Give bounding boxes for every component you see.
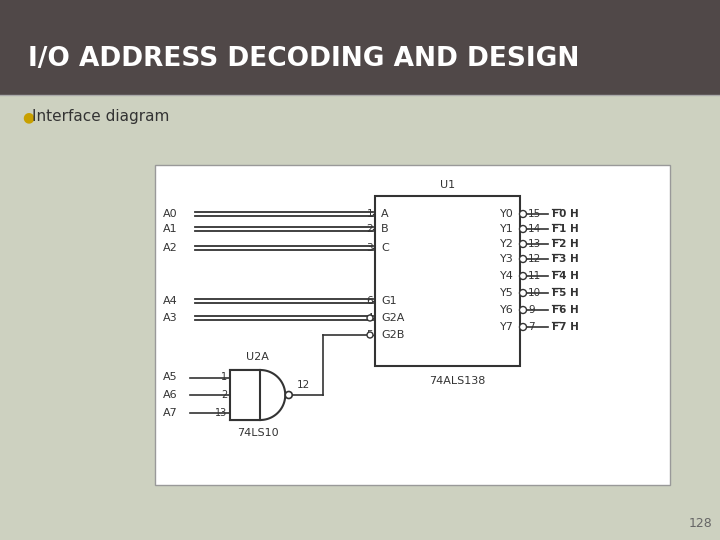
Text: A2: A2: [163, 243, 178, 253]
Text: Interface diagram: Interface diagram: [32, 110, 169, 125]
Text: F0 H: F0 H: [552, 209, 579, 219]
Text: A7: A7: [163, 408, 178, 417]
Text: ●: ●: [22, 110, 34, 124]
Text: I/O ADDRESS DECODING AND DESIGN: I/O ADDRESS DECODING AND DESIGN: [28, 46, 580, 72]
Text: C: C: [381, 243, 389, 253]
Circle shape: [367, 332, 373, 338]
Circle shape: [520, 289, 526, 296]
Text: 1: 1: [366, 209, 373, 219]
Text: 5: 5: [366, 330, 373, 340]
Text: Y7: Y7: [500, 322, 514, 332]
Text: 9: 9: [528, 305, 535, 315]
Circle shape: [367, 315, 373, 321]
Text: 1: 1: [221, 373, 227, 382]
Text: 12: 12: [528, 254, 541, 264]
Text: 4: 4: [366, 313, 373, 323]
Text: F1 H: F1 H: [552, 224, 579, 234]
Text: Y6: Y6: [500, 305, 514, 315]
Text: F2 H: F2 H: [552, 239, 579, 249]
Text: 6: 6: [366, 296, 373, 306]
Text: F4 H: F4 H: [552, 271, 579, 281]
Text: G1: G1: [381, 296, 397, 306]
Text: F6 H: F6 H: [552, 305, 579, 315]
Bar: [375, 196, 520, 366]
Text: A: A: [381, 209, 389, 219]
Circle shape: [520, 323, 526, 330]
Text: U1: U1: [440, 180, 455, 190]
Text: F3 H: F3 H: [552, 254, 579, 264]
Text: 74ALS138: 74ALS138: [429, 376, 486, 386]
Text: A4: A4: [163, 296, 178, 306]
Text: A0: A0: [163, 209, 178, 219]
Text: U2A: U2A: [246, 352, 269, 362]
Text: Y4: Y4: [500, 271, 514, 281]
Text: 13: 13: [215, 408, 227, 417]
Bar: [0, 0, 720, 95]
Text: Y5: Y5: [500, 288, 514, 298]
Text: F7 H: F7 H: [552, 322, 579, 332]
Text: 128: 128: [688, 517, 712, 530]
Text: B: B: [381, 224, 389, 234]
Text: A6: A6: [163, 390, 178, 400]
Text: 10: 10: [528, 288, 541, 298]
Circle shape: [520, 255, 526, 262]
Text: 7: 7: [528, 322, 535, 332]
Circle shape: [520, 240, 526, 247]
Text: G2A: G2A: [381, 313, 405, 323]
Text: Y2: Y2: [500, 239, 514, 249]
Circle shape: [520, 211, 526, 218]
Text: 3: 3: [366, 243, 373, 253]
Circle shape: [520, 307, 526, 314]
Text: Y3: Y3: [500, 254, 514, 264]
Text: A1: A1: [163, 224, 178, 234]
Circle shape: [520, 226, 526, 233]
Circle shape: [285, 392, 292, 399]
Text: G2B: G2B: [381, 330, 405, 340]
Text: 2: 2: [221, 390, 227, 400]
Circle shape: [520, 273, 526, 280]
Text: F5 H: F5 H: [552, 288, 579, 298]
Text: 12: 12: [297, 380, 310, 390]
Text: 74LS10: 74LS10: [237, 428, 279, 438]
Text: 15: 15: [528, 209, 541, 219]
Bar: [155, 165, 670, 485]
Bar: [230, 370, 260, 420]
Text: 2: 2: [366, 224, 373, 234]
Text: 14: 14: [528, 224, 541, 234]
Text: A5: A5: [163, 373, 178, 382]
Text: Y0: Y0: [500, 209, 514, 219]
Text: 11: 11: [528, 271, 541, 281]
Text: Y1: Y1: [500, 224, 514, 234]
Text: A3: A3: [163, 313, 178, 323]
Text: 13: 13: [528, 239, 541, 249]
